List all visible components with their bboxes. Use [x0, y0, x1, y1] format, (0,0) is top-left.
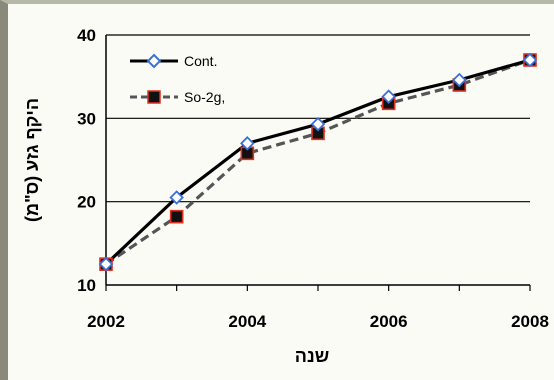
- data-point-cont: [98, 256, 114, 272]
- legend: Cont. So-2g,: [130, 53, 225, 105]
- legend-marker-so2g: [147, 90, 161, 104]
- data-point-cont: [240, 136, 255, 151]
- series-layer: [98, 52, 538, 272]
- data-point-cont: [381, 89, 396, 104]
- y-tick-label: 30: [77, 109, 96, 128]
- legend-marker-cont: [146, 53, 162, 69]
- data-point-cont: [452, 72, 467, 88]
- data-point-so2g: [169, 209, 184, 224]
- x-tick-label: 2008: [511, 312, 549, 331]
- y-tick-label: 10: [77, 276, 96, 295]
- y-tick-label: 40: [77, 26, 96, 45]
- series-line-cont: [104, 58, 531, 266]
- x-tick-label: 2002: [87, 312, 125, 331]
- x-tick-label: 2004: [228, 312, 266, 331]
- tick-labels: 10 20 30 40 2002 2004 2006 2008: [77, 26, 549, 331]
- series-line-so2g: [105, 58, 531, 266]
- data-point-cont: [310, 116, 326, 132]
- legend-label-cont: Cont.: [184, 53, 217, 69]
- data-point-cont: [169, 190, 184, 205]
- data-point-cont: [522, 52, 538, 68]
- y-axis-label: היקף גזע (ס"מ): [22, 98, 42, 222]
- axes: [105, 35, 531, 291]
- y-tick-label: 20: [77, 193, 96, 212]
- x-tick-label: 2006: [370, 312, 408, 331]
- x-axis-label: שנה: [295, 346, 329, 366]
- legend-label-so2g: So-2g,: [184, 89, 225, 105]
